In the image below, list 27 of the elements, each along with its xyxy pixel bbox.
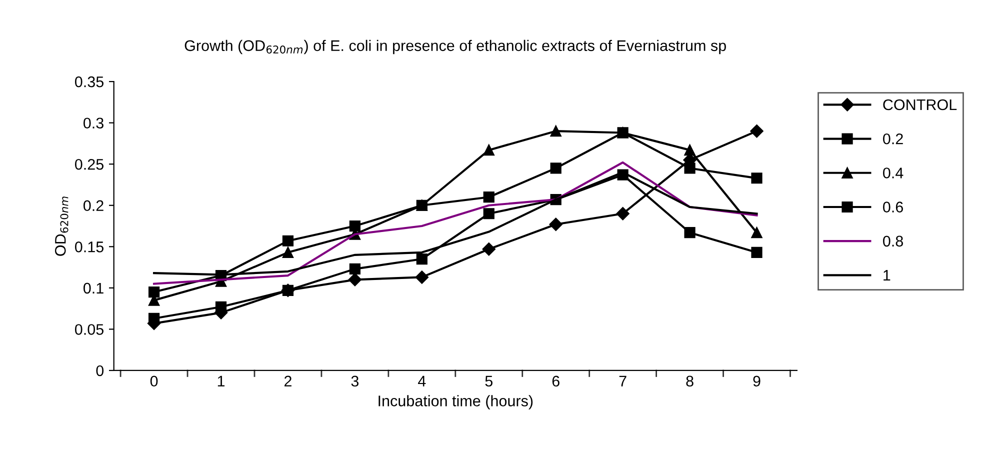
legend-label: 1 xyxy=(884,270,890,281)
y-tick-label: 0.1 xyxy=(83,282,104,294)
y-tick-label: 0.2 xyxy=(83,200,104,212)
legend-label: 0.4 xyxy=(883,168,904,178)
legend-label: 0.6 xyxy=(883,202,903,212)
y-tick-label: 0.35 xyxy=(74,76,104,88)
x-tick-label: 8 xyxy=(686,376,694,387)
x-tick-label: 2 xyxy=(284,376,292,386)
x-tick-label: 5 xyxy=(485,376,492,387)
x-tick-label: 9 xyxy=(753,376,760,387)
y-tick-label: 0 xyxy=(96,365,104,376)
x-tick-label: 0 xyxy=(150,376,158,387)
y-tick-label: 0.3 xyxy=(83,118,104,129)
x-tick-label: 1 xyxy=(218,376,225,386)
x-tick-label: 7 xyxy=(619,376,626,386)
chart-title: Growth (OD$_{620nm}$) of E. coli in presence of ethanolic extracts of Everniastrum sp xyxy=(184,40,726,54)
legend-label: 0.2 xyxy=(883,133,903,144)
y-axis-title: OD$_{620nm}$ xyxy=(54,196,68,256)
x-tick-label: 6 xyxy=(552,376,560,387)
y-tick-label: 0.15 xyxy=(74,242,104,252)
y-tick-label: 0.25 xyxy=(74,158,104,170)
legend-label: 0.8 xyxy=(883,236,903,247)
y-tick-label: 0.05 xyxy=(74,324,104,335)
x-tick-label: 3 xyxy=(351,376,359,387)
x-tick-label: 4 xyxy=(418,376,426,386)
legend-label: CONTROL xyxy=(883,99,957,110)
x-axis-title: Incubation time (hours) xyxy=(378,395,533,410)
